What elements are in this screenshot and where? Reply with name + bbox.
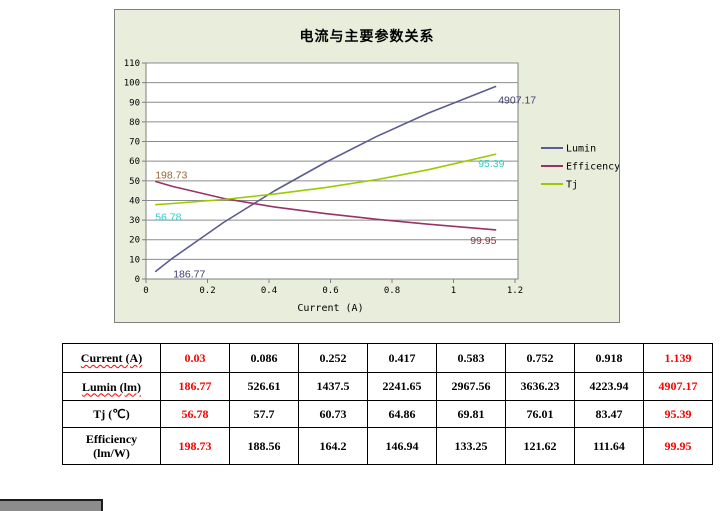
table-row: Current (A) 0.03 0.086 0.252 0.417 0.583 0.752… bbox=[62, 343, 713, 373]
table-cell: 186.77 bbox=[160, 372, 230, 401]
table-cell: 0.752 bbox=[505, 343, 575, 373]
data-label: 56.78 bbox=[155, 212, 181, 224]
y-tick-label: 30 bbox=[129, 216, 140, 226]
data-label: 99.95 bbox=[470, 235, 496, 247]
y-tick-label: 70 bbox=[129, 138, 140, 148]
table-cell: 1437.5 bbox=[298, 372, 368, 401]
data-label: 186.77 bbox=[173, 269, 205, 281]
table-cell: 57.7 bbox=[229, 400, 299, 428]
table-cell: 0.252 bbox=[298, 343, 368, 373]
row-header-cell: Current (A) bbox=[62, 343, 161, 373]
plot-area bbox=[145, 62, 519, 280]
table-cell: 95.39 bbox=[643, 400, 713, 428]
table-cell: 4223.94 bbox=[574, 372, 644, 401]
x-tick-label: 0.4 bbox=[261, 286, 277, 296]
table-cell: 121.62 bbox=[505, 427, 575, 465]
x-tick-label: 0.2 bbox=[199, 286, 215, 296]
data-label: 4907.17 bbox=[498, 94, 536, 106]
table-cell: 64.86 bbox=[367, 400, 437, 428]
chart-title: 电流与主要参数关系 bbox=[299, 28, 435, 44]
y-tick-label: 100 bbox=[124, 79, 140, 89]
y-tick-label: 0 bbox=[135, 275, 140, 285]
y-tick-label: 60 bbox=[129, 157, 140, 167]
row-header-cell: Tj (℃) bbox=[62, 400, 161, 428]
table-cell: 2241.65 bbox=[367, 372, 437, 401]
table-cell: 60.73 bbox=[298, 400, 368, 428]
table-cell: 188.56 bbox=[229, 427, 299, 465]
x-tick-label: 1 bbox=[451, 286, 456, 296]
table-cell: 83.47 bbox=[574, 400, 644, 428]
x-tick-label: 0.6 bbox=[322, 286, 338, 296]
table-cell: 3636.23 bbox=[505, 372, 575, 401]
table-cell: 2967.56 bbox=[436, 372, 506, 401]
bottom-left-partial-button[interactable] bbox=[0, 499, 103, 511]
y-tick-label: 10 bbox=[129, 255, 140, 265]
legend-label-lumin: Lumin bbox=[566, 144, 596, 155]
y-tick-label: 90 bbox=[129, 98, 140, 108]
table-cell: 526.61 bbox=[229, 372, 299, 401]
legend-label-efficency: Efficency bbox=[566, 162, 619, 173]
line-chart: 0 10 20 30 40 50 60 70 80 90 100 110 0 0.2 0.4 0.6 0.8 1 1… bbox=[124, 59, 619, 314]
x-axis-title: Current (A) bbox=[297, 303, 363, 314]
table-cell: 76.01 bbox=[505, 400, 575, 428]
row-header-cell: Lumin (lm) bbox=[62, 372, 161, 401]
table-cell: 164.2 bbox=[298, 427, 368, 465]
table-cell: 4907.17 bbox=[643, 372, 713, 401]
table-cell: 99.95 bbox=[643, 427, 713, 465]
table-cell: 133.25 bbox=[436, 427, 506, 465]
table-row: Tj (℃) 56.78 57.7 60.73 64.86 69.81 76.01 83.47… bbox=[62, 400, 713, 428]
parameter-table: Current (A) 0.03 0.086 0.252 0.417 0.583 0.752… bbox=[62, 343, 713, 465]
x-tick-label: 1.2 bbox=[507, 286, 523, 296]
table-cell: 0.086 bbox=[229, 343, 299, 373]
series-line-lumin bbox=[154, 85, 497, 273]
table-cell: 0.03 bbox=[160, 343, 230, 373]
row-header-cell: Efficiency (lm/W) bbox=[62, 427, 161, 465]
x-tick-label: 0 bbox=[143, 286, 148, 296]
table-cell: 0.918 bbox=[574, 343, 644, 373]
table-cell: 1.139 bbox=[643, 343, 713, 373]
table-cell: 56.78 bbox=[160, 400, 230, 428]
y-tick-label: 80 bbox=[129, 118, 140, 128]
x-tick-label: 0.8 bbox=[384, 286, 400, 296]
y-tick-label: 20 bbox=[129, 236, 140, 246]
table-cell: 111.64 bbox=[574, 427, 644, 465]
y-tick-label: 40 bbox=[129, 196, 140, 206]
data-label: 95.39 bbox=[478, 158, 504, 170]
chart-panel: 电流与主要参数关系 0 10 20 30 40 50 60 70 80 90 100 110 0 0.2 0… bbox=[114, 9, 620, 323]
table-cell: 0.583 bbox=[436, 343, 506, 373]
table-row: Efficiency (lm/W) 198.73 188.56 164.2 146.94… bbox=[62, 427, 713, 465]
table-row: Lumin (lm) 186.77 526.61 1437.5 2241.65 2967.… bbox=[62, 372, 713, 401]
y-tick-label: 50 bbox=[129, 177, 140, 187]
data-label: 198.73 bbox=[155, 169, 187, 181]
table-cell: 146.94 bbox=[367, 427, 437, 465]
table-cell: 69.81 bbox=[436, 400, 506, 428]
table-cell: 198.73 bbox=[160, 427, 230, 465]
legend-label-tj: Tj bbox=[566, 180, 578, 191]
y-tick-label: 110 bbox=[124, 59, 140, 69]
table-cell: 0.417 bbox=[367, 343, 437, 373]
series-line-tj bbox=[155, 153, 497, 206]
series-line-efficency bbox=[154, 180, 497, 231]
